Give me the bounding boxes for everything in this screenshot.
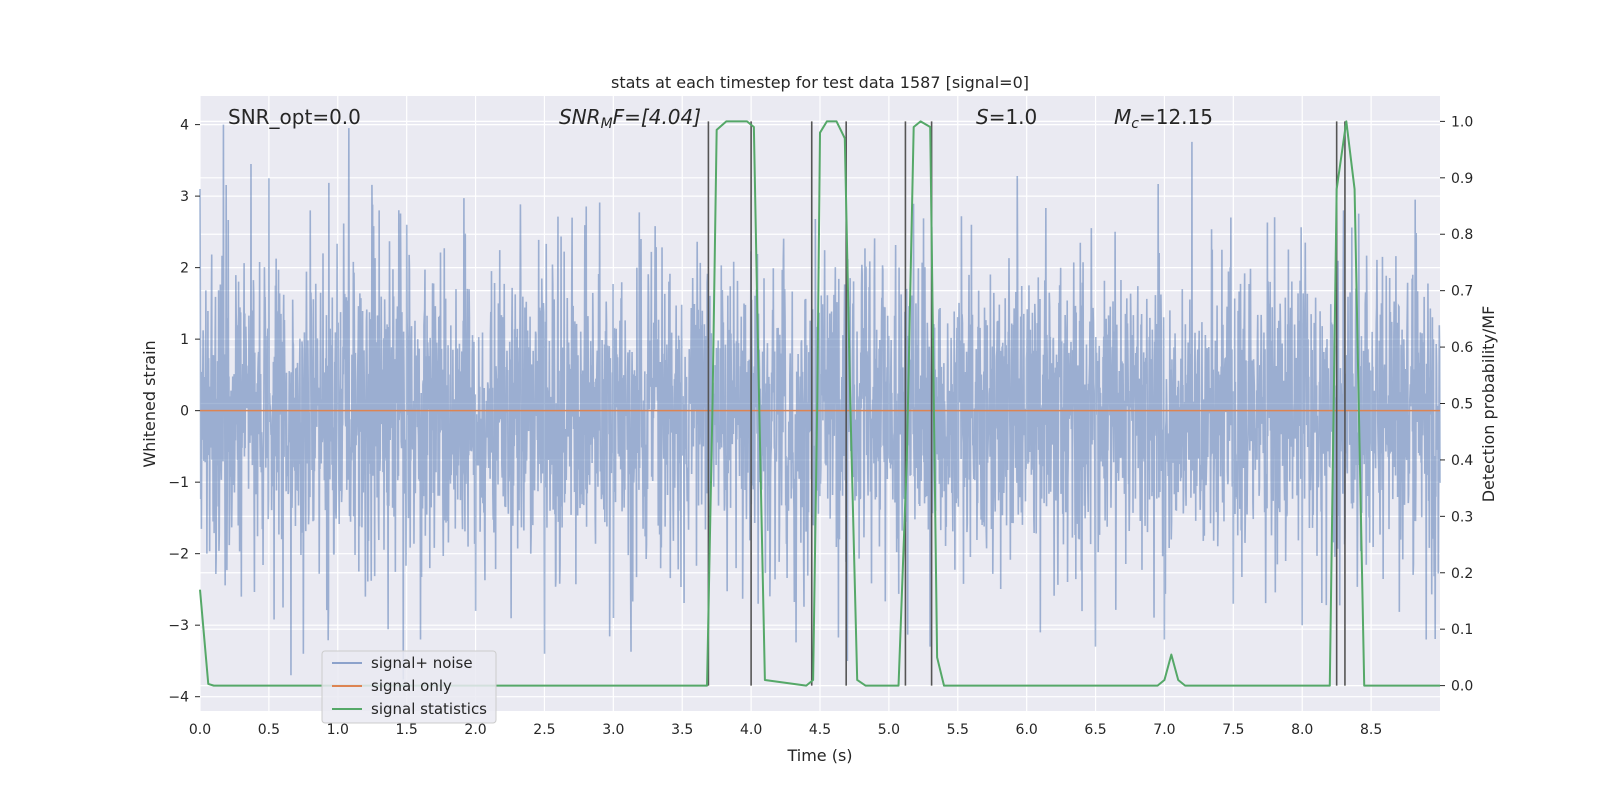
x-tick-label-9: 4.5 [809,722,831,738]
y2-axis-label: Detection probability/MF [1479,306,1498,503]
y2-tick-label-5: 0.5 [1451,397,1473,413]
mc-rest: =12.15 [1139,105,1213,129]
snr-mf-sub: M [601,116,613,132]
mc-main: M [1114,105,1131,129]
x-tick-label-2: 1.0 [327,722,349,738]
y2-tick-label-3: 0.7 [1451,284,1473,300]
annotation-mc: Mc=12.15 [1114,105,1213,132]
legend-label-stats: signal statistics [371,700,487,718]
x-tick-label-0: 0.0 [189,722,211,738]
series-signal-statistics [199,120,1440,687]
chart-title: stats at each timestep for test data 158… [611,73,1029,92]
legend: signal+ noise signal only signal statist… [321,650,497,724]
x-tick-label-5: 2.5 [533,722,555,738]
y2-tick-label-1: 0.9 [1451,171,1473,187]
x-tick-label-15: 7.5 [1222,722,1244,738]
y-tick-label-8: −4 [168,690,189,706]
x-tick-label-13: 6.5 [1084,722,1106,738]
x-tick-label-8: 4.0 [740,722,762,738]
series-signal-noise [199,124,1441,680]
y-tick-label-3: 1 [180,332,189,348]
snr-mf-rest: F=[4.04] [613,105,701,129]
s-main: S [976,105,989,129]
x-axis-label: Time (s) [786,746,852,765]
x-tick-label-14: 7.0 [1153,722,1175,738]
stats-line [199,120,1440,687]
y-tick-label-6: −2 [168,547,189,563]
y-tick-label-1: 3 [180,189,189,205]
y-tick-label-2: 2 [180,261,189,277]
y-tick-label-5: −1 [168,475,189,491]
legend-label-noise: signal+ noise [371,654,473,672]
x-tick-label-17: 8.5 [1360,722,1382,738]
annotation-snr-mf: SNRMF=[4.04] [559,105,701,132]
x-tick-label-7: 3.5 [671,722,693,738]
annotation-snr-opt: SNR_opt=0.0 [228,105,361,129]
x-tick-label-12: 6.0 [1016,722,1038,738]
vertical-markers [707,121,1346,686]
y-axis-label: Whitened strain [140,340,159,467]
y-axis-ticks: 4 3 2 1 0 −1 −2 −3 −4 [168,118,200,706]
x-tick-label-4: 2.0 [464,722,486,738]
y-tick-label-4: 0 [180,404,189,420]
x-tick-label-1: 0.5 [258,722,280,738]
y2-tick-label-9: 0.1 [1451,622,1473,638]
y-tick-label-0: 4 [180,118,189,134]
y2-tick-label-7: 0.3 [1451,509,1473,525]
x-tick-label-11: 5.5 [947,722,969,738]
annotation-s: S=1.0 [976,105,1037,129]
y2-tick-label-0: 1.0 [1451,114,1473,130]
s-rest: =1.0 [989,105,1038,129]
y2-tick-label-4: 0.6 [1451,340,1473,356]
mc-sub: c [1131,116,1139,132]
snr-mf-main: SNR [559,105,601,129]
x-tick-label-6: 3.0 [602,722,624,738]
legend-box [321,650,497,724]
y-tick-label-7: −3 [168,618,189,634]
x-axis-ticks: 0.0 0.5 1.0 1.5 2.0 2.5 3.0 3.5 4.0 4.5 5.0 5.5 6.0 6… [189,722,1382,738]
y2-tick-label-6: 0.4 [1451,453,1473,469]
y2-axis-ticks: 1.0 0.9 0.8 0.7 0.6 0.5 0.4 0.3 0.2 0.1 0.0 [1440,114,1473,695]
y2-tick-label-10: 0.0 [1451,679,1473,695]
noise-line [199,124,1441,680]
y2-tick-label-2: 0.8 [1451,227,1473,243]
legend-label-signal: signal only [371,677,452,695]
x-tick-label-16: 8.0 [1291,722,1313,738]
x-tick-label-3: 1.5 [396,722,418,738]
y2-tick-label-8: 0.2 [1451,566,1473,582]
x-tick-label-10: 5.0 [878,722,900,738]
